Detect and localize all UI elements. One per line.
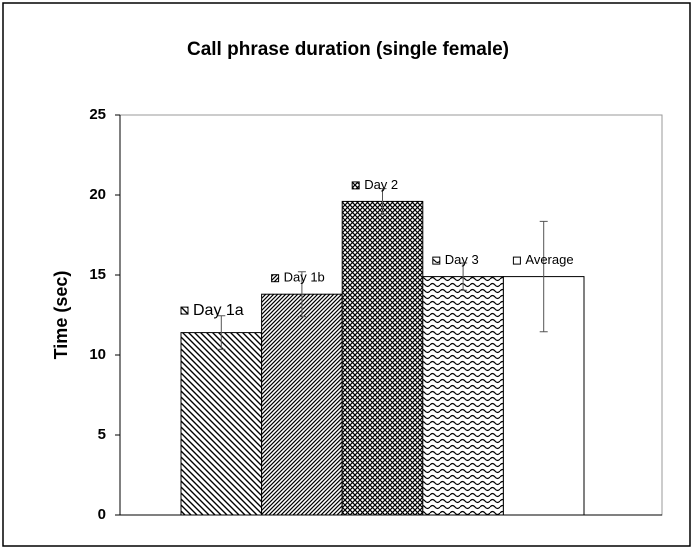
bar-label: Day 3 <box>445 252 479 267</box>
label-swatch <box>271 274 280 283</box>
error-bar <box>297 271 306 318</box>
error-bar <box>459 262 468 291</box>
y-tick-label: 5 <box>98 426 106 443</box>
y-tick-label: 25 <box>89 106 106 123</box>
bar <box>180 332 263 516</box>
label-swatch <box>180 306 189 315</box>
y-tick-label: 20 <box>89 186 106 203</box>
error-bar <box>217 315 226 350</box>
chart-title: Call phrase duration (single female) <box>187 39 509 60</box>
bar <box>261 293 343 516</box>
y-tick-label: 10 <box>89 346 106 363</box>
y-tick-label: 15 <box>89 266 106 283</box>
error-bar <box>378 188 387 215</box>
bar <box>341 200 424 516</box>
y-axis-label: Time (sec) <box>51 271 71 360</box>
bar-label: Day 1a <box>193 302 244 319</box>
y-tick-label: 0 <box>98 506 106 523</box>
label-swatch <box>512 256 521 265</box>
bar <box>422 276 504 516</box>
label-swatch <box>351 181 360 190</box>
label-swatch <box>432 256 441 265</box>
bar-label: Average <box>525 252 573 267</box>
bar-label: Day 1b <box>284 270 325 285</box>
bar-label: Day 2 <box>364 177 398 192</box>
error-bar <box>539 220 548 333</box>
